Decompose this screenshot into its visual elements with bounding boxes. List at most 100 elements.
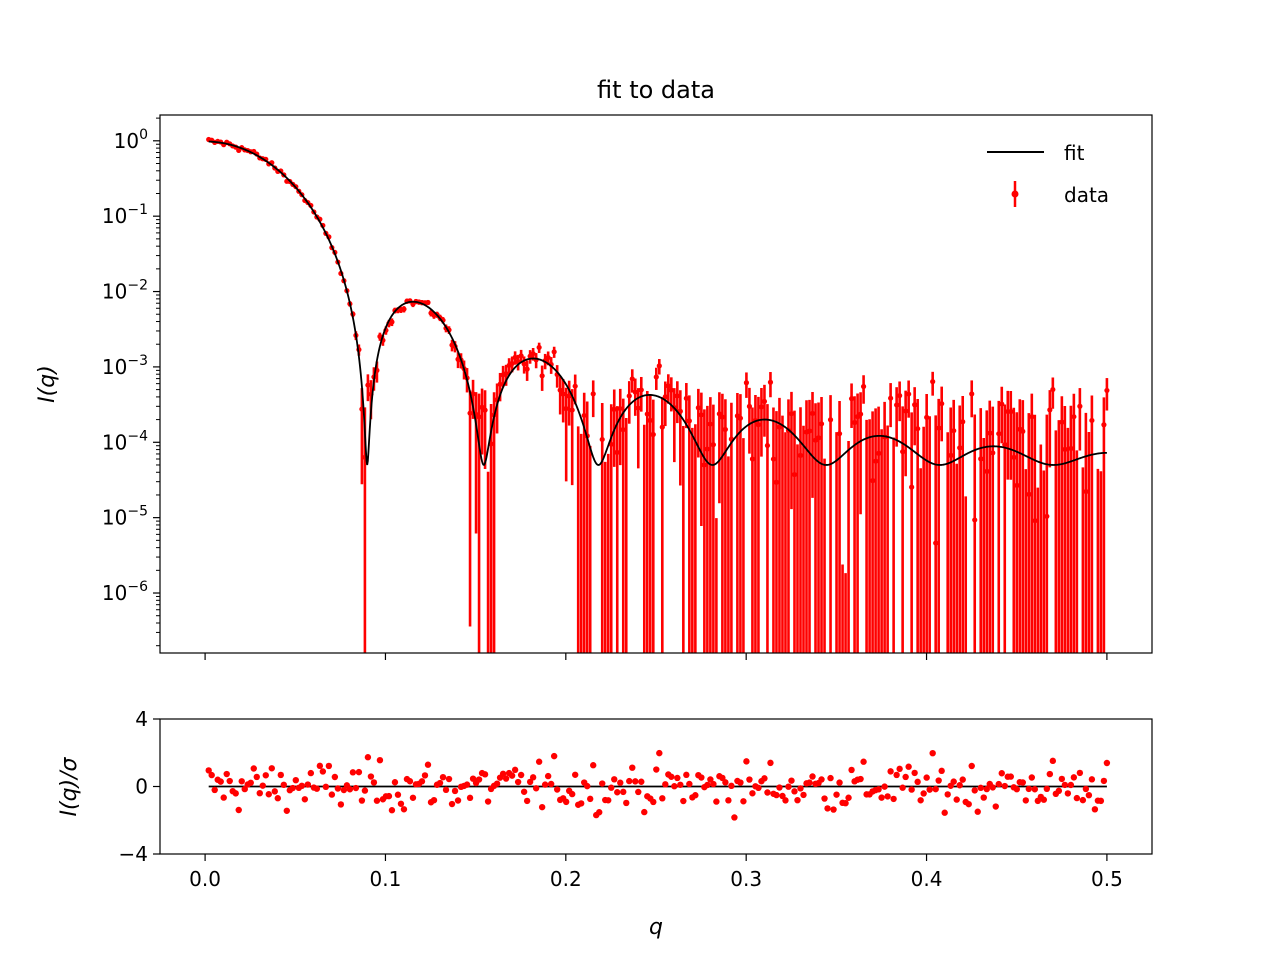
data-point	[1020, 428, 1026, 434]
data-point	[719, 414, 725, 420]
residual-point	[635, 788, 642, 796]
residual-point	[241, 785, 248, 793]
residual-point	[235, 806, 242, 814]
data-point	[611, 406, 617, 412]
data-point	[806, 428, 813, 434]
residual-point	[944, 791, 951, 798]
residual-point	[388, 807, 396, 814]
residual-point	[659, 795, 666, 802]
residual-point	[722, 779, 729, 786]
data-point	[662, 394, 668, 400]
residual-point	[884, 793, 891, 800]
residual-y-tick-label: 4	[135, 707, 148, 731]
residual-point	[1043, 785, 1051, 793]
residual-point	[385, 792, 393, 800]
residual-point	[463, 781, 471, 788]
x-tick-label: 0.2	[550, 867, 582, 891]
residual-point	[289, 784, 297, 792]
data-point	[620, 427, 626, 433]
residual-point	[418, 778, 426, 785]
data-point	[626, 393, 632, 399]
residual-point	[890, 795, 897, 803]
residual-point	[430, 796, 438, 804]
data-point	[722, 426, 728, 433]
data-point	[860, 383, 867, 390]
data-point	[695, 405, 701, 411]
residual-point	[650, 798, 657, 806]
data-point	[710, 442, 716, 448]
residual-point	[578, 800, 585, 807]
residual-point	[797, 785, 804, 792]
residual-point	[331, 773, 339, 781]
residual-point	[571, 771, 579, 778]
data-point	[1002, 442, 1008, 448]
residual-point	[656, 749, 663, 757]
data-point	[1071, 414, 1077, 420]
residual-point	[671, 783, 678, 790]
residual-point	[475, 776, 483, 783]
data-point	[614, 449, 620, 455]
residual-point	[764, 789, 771, 796]
residual-point	[226, 777, 233, 785]
residual-point	[950, 778, 957, 785]
residual-point	[761, 775, 768, 782]
data-point	[770, 456, 777, 462]
residual-point	[968, 762, 975, 770]
x-tick-label: 0.0	[189, 867, 221, 891]
residual-point	[632, 778, 639, 785]
residual-point	[935, 777, 942, 784]
residual-point	[1022, 797, 1029, 804]
residual-point	[920, 790, 927, 797]
y-tick-label: 10−1	[102, 202, 148, 228]
data-point	[749, 456, 756, 462]
residual-point	[827, 774, 834, 782]
data-point	[566, 393, 572, 399]
data-point	[930, 379, 936, 385]
residual-point	[1070, 774, 1078, 781]
main-plot-data	[206, 136, 1110, 653]
residual-point	[307, 769, 315, 777]
residual-point	[511, 766, 519, 774]
residual-point	[493, 780, 501, 787]
residual-point	[1091, 806, 1099, 813]
data-point	[389, 319, 395, 325]
residual-y-axis-label: I(q)/σ	[57, 756, 82, 816]
data-point	[1068, 445, 1074, 452]
residual-point	[998, 770, 1005, 777]
residual-y-tick-label: −4	[119, 842, 148, 866]
residual-point	[337, 801, 345, 808]
data-point	[936, 425, 942, 431]
residual-point	[785, 783, 792, 790]
data-point	[951, 428, 957, 434]
residual-point	[538, 803, 546, 811]
residual-point	[544, 772, 552, 780]
residual-point	[220, 794, 227, 801]
residual-point	[992, 803, 999, 810]
residual-point	[1061, 781, 1069, 789]
residual-point	[881, 783, 888, 790]
data-point	[674, 393, 680, 399]
residual-point	[1097, 797, 1105, 805]
residual-point	[725, 797, 732, 804]
residual-point	[340, 786, 348, 794]
residual-point	[208, 771, 215, 779]
residual-point	[238, 778, 245, 785]
legend-data-marker	[1011, 190, 1019, 198]
residual-point	[502, 775, 510, 782]
residual-point	[704, 781, 711, 789]
residual-point	[902, 773, 909, 781]
data-point	[365, 382, 371, 388]
residual-point	[584, 782, 591, 790]
residual-point	[400, 806, 408, 813]
residual-point	[698, 774, 705, 781]
data-point	[467, 410, 473, 416]
data-point	[791, 471, 798, 478]
y-tick-label: 100	[114, 127, 148, 153]
data-point	[512, 354, 518, 360]
residual-point	[268, 765, 275, 772]
residual-point	[484, 798, 492, 805]
residual-point	[590, 762, 597, 769]
residual-point	[989, 784, 996, 791]
y-tick-label: 10−3	[102, 353, 148, 379]
data-point	[746, 403, 753, 409]
